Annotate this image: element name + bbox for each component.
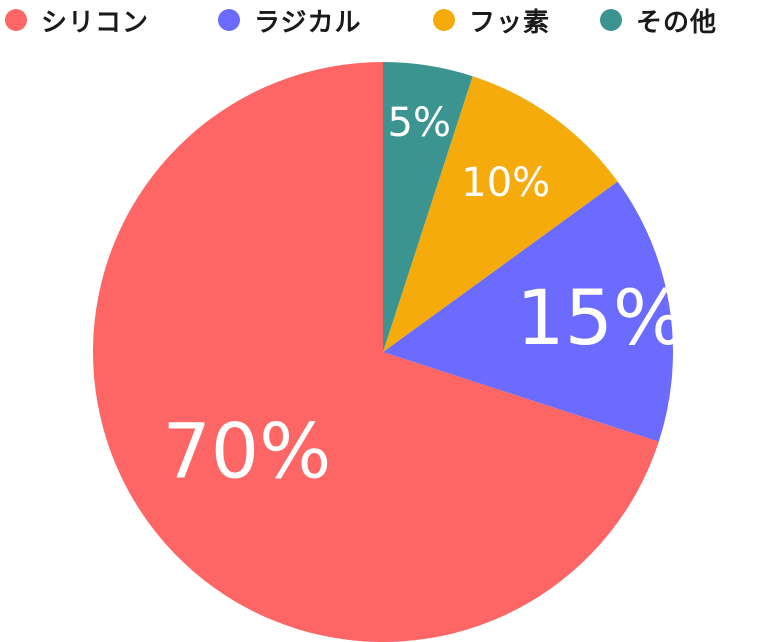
data-label-fluorine: 10% [461, 160, 550, 206]
data-label-radical: 15% [516, 273, 685, 362]
legend-label-fluorine: フッ素 [469, 7, 551, 38]
pie-slice-silicon [93, 62, 659, 642]
legend-item-fluorine: フッ素 [433, 0, 550, 40]
legend-item-other: その他 [600, 0, 717, 40]
data-label-other: 5% [388, 100, 451, 146]
legend-swatch-radical [218, 9, 240, 31]
legend-swatch-silicon [5, 9, 27, 31]
legend-swatch-other [600, 9, 622, 31]
legend-label-silicon: シリコン [41, 7, 150, 38]
chart-legend: シリコン ラジカル フッ素 その他 [0, 0, 762, 40]
legend-item-radical: ラジカル [218, 0, 361, 40]
data-label-silicon: 70% [162, 406, 331, 495]
legend-item-silicon: シリコン [5, 0, 149, 40]
pie-slice-fluorine [383, 76, 618, 353]
pie-slice-other [383, 62, 473, 352]
legend-label-other: その他 [636, 7, 718, 38]
legend-label-radical: ラジカル [254, 7, 362, 38]
pie-slice-radical [383, 181, 673, 442]
legend-swatch-fluorine [433, 9, 455, 31]
